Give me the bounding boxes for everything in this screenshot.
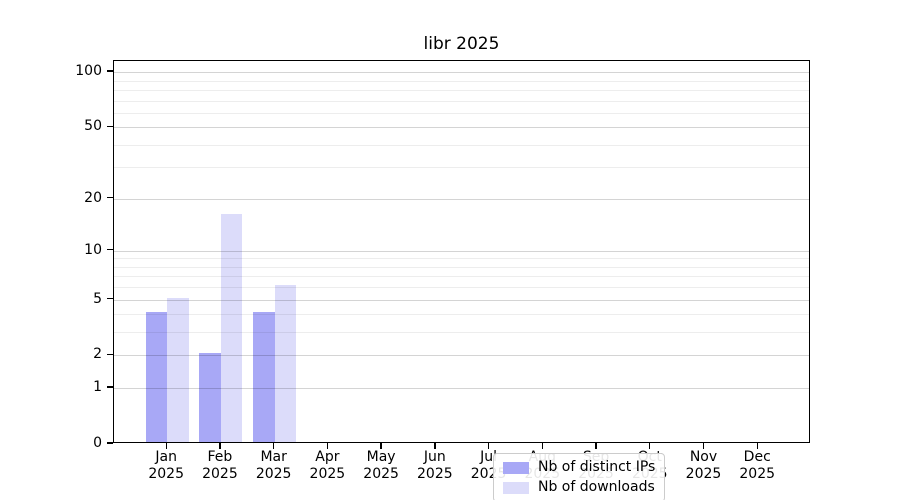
year-label: 2025 xyxy=(417,466,453,482)
month-label: Apr xyxy=(315,449,340,465)
y-tick-mark xyxy=(107,249,113,251)
legend-item-distinct-ips: Nb of distinct IPs xyxy=(503,459,655,476)
legend: Nb of distinct IPs Nb of downloads xyxy=(493,453,666,500)
y-tick-label: 50 xyxy=(84,118,102,135)
minor-gridline xyxy=(114,332,809,334)
x-tick-label-apr: Apr 2025 xyxy=(297,449,357,483)
y-tick-mark xyxy=(107,353,113,356)
year-label: 2025 xyxy=(739,466,776,482)
month-label: Nov xyxy=(689,449,718,465)
month-label: May xyxy=(366,449,396,465)
year-label: 2025 xyxy=(363,466,399,482)
major-gridline xyxy=(114,198,809,200)
x-tick-mark xyxy=(380,443,382,449)
legend-label-downloads: Nb of downloads xyxy=(538,479,655,495)
minor-gridline xyxy=(114,100,809,102)
major-gridline xyxy=(114,388,809,390)
x-tick-label-dec: Dec 2025 xyxy=(727,449,787,483)
month-label: Jan xyxy=(155,449,177,465)
year-label: 2025 xyxy=(148,466,184,482)
bar-feb-downloads xyxy=(220,213,243,442)
minor-gridline xyxy=(114,112,809,114)
bar-mar-downloads xyxy=(274,285,297,442)
x-tick-label-may: May 2025 xyxy=(351,449,411,483)
x-tick-label-mar: Mar 2025 xyxy=(244,449,304,483)
x-tick-mark xyxy=(649,443,651,449)
y-tick-mark xyxy=(107,125,113,127)
y-tick-mark xyxy=(107,297,113,300)
chart-title: libr 2025 xyxy=(423,34,500,54)
minor-gridline xyxy=(114,167,809,169)
legend-swatch-downloads xyxy=(503,481,529,494)
y-tick-mark xyxy=(107,442,113,444)
year-label: 2025 xyxy=(255,466,292,482)
x-tick-mark xyxy=(756,443,758,449)
bar-feb-distinct-ips xyxy=(199,353,221,442)
x-tick-label-jan: Jan 2025 xyxy=(136,449,196,483)
x-tick-mark xyxy=(326,443,329,449)
minor-gridline xyxy=(114,258,809,260)
y-tick-label: 0 xyxy=(93,435,102,451)
y-tick-label: 1 xyxy=(93,379,102,396)
y-tick-label: 5 xyxy=(93,290,102,307)
y-tick-label: 10 xyxy=(84,241,102,258)
minor-gridline xyxy=(114,314,809,316)
y-tick-mark xyxy=(107,386,113,388)
bar-jan-downloads xyxy=(167,297,189,442)
y-tick-label: 20 xyxy=(84,189,102,206)
x-tick-label-jun: Jun 2025 xyxy=(405,449,465,483)
legend-swatch-distinct-ips xyxy=(503,461,529,474)
year-label: 2025 xyxy=(309,466,346,482)
legend-item-downloads: Nb of downloads xyxy=(503,479,655,496)
y-tick-label: 2 xyxy=(93,346,102,363)
bar-jan-distinct-ips xyxy=(145,312,168,442)
legend-label-distinct-ips: Nb of distinct IPs xyxy=(538,459,656,475)
minor-gridline xyxy=(114,144,809,146)
x-tick-mark xyxy=(487,443,490,449)
minor-gridline xyxy=(114,89,809,91)
x-tick-mark xyxy=(272,443,275,449)
minor-gridline xyxy=(114,276,809,278)
month-label: Mar xyxy=(260,449,287,465)
major-gridline xyxy=(114,299,809,301)
bar-mar-distinct-ips xyxy=(253,312,275,442)
year-label: 2025 xyxy=(685,466,722,482)
y-tick-label: 100 xyxy=(75,63,102,80)
x-tick-mark xyxy=(434,443,436,449)
minor-gridline xyxy=(114,80,809,82)
x-tick-mark xyxy=(702,443,705,449)
x-tick-mark xyxy=(595,443,597,449)
plot-area: Nb of distinct IPs Nb of downloads xyxy=(113,60,810,500)
major-gridline xyxy=(114,72,809,74)
minor-gridline xyxy=(114,287,809,289)
y-tick-mark xyxy=(107,197,113,199)
month-label: Dec xyxy=(743,449,771,465)
x-tick-mark xyxy=(541,443,543,449)
y-tick-mark xyxy=(107,70,113,72)
major-gridline xyxy=(114,355,809,357)
x-tick-mark xyxy=(165,443,167,449)
minor-gridline xyxy=(114,266,809,268)
month-label: Jul xyxy=(480,449,498,465)
month-label: Jun xyxy=(423,449,446,465)
major-gridline xyxy=(114,127,809,129)
year-label: 2025 xyxy=(202,466,238,482)
x-tick-mark xyxy=(219,443,221,449)
x-tick-label-feb: Feb 2025 xyxy=(190,449,250,483)
major-gridline xyxy=(114,250,809,252)
x-tick-label-nov: Nov 2025 xyxy=(674,449,734,483)
month-label: Feb xyxy=(207,449,233,465)
